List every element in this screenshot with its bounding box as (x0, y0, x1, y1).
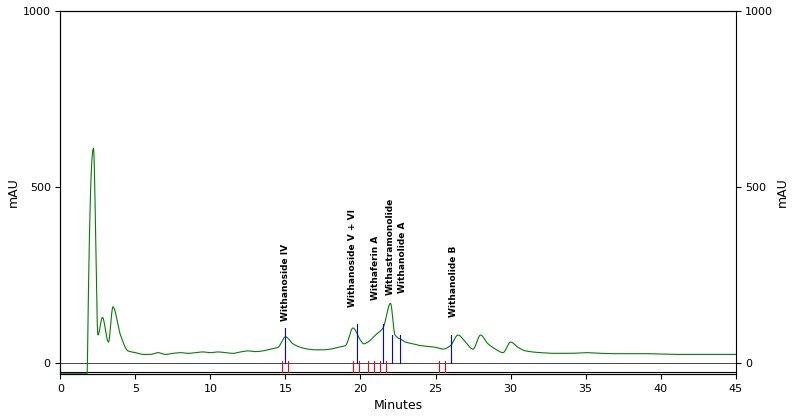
Text: Withanolide B: Withanolide B (449, 246, 458, 318)
Text: Withastramonolide: Withastramonolide (386, 197, 395, 295)
Text: Withanoside IV: Withanoside IV (281, 244, 290, 321)
Text: Withaferin A: Withaferin A (371, 235, 380, 300)
X-axis label: Minutes: Minutes (373, 399, 423, 412)
Text: Withanoside V + VI: Withanoside V + VI (349, 209, 357, 307)
Y-axis label: mAU: mAU (776, 178, 789, 207)
Y-axis label: mAU: mAU (7, 178, 20, 207)
Text: Withanolide A: Withanolide A (398, 221, 407, 293)
